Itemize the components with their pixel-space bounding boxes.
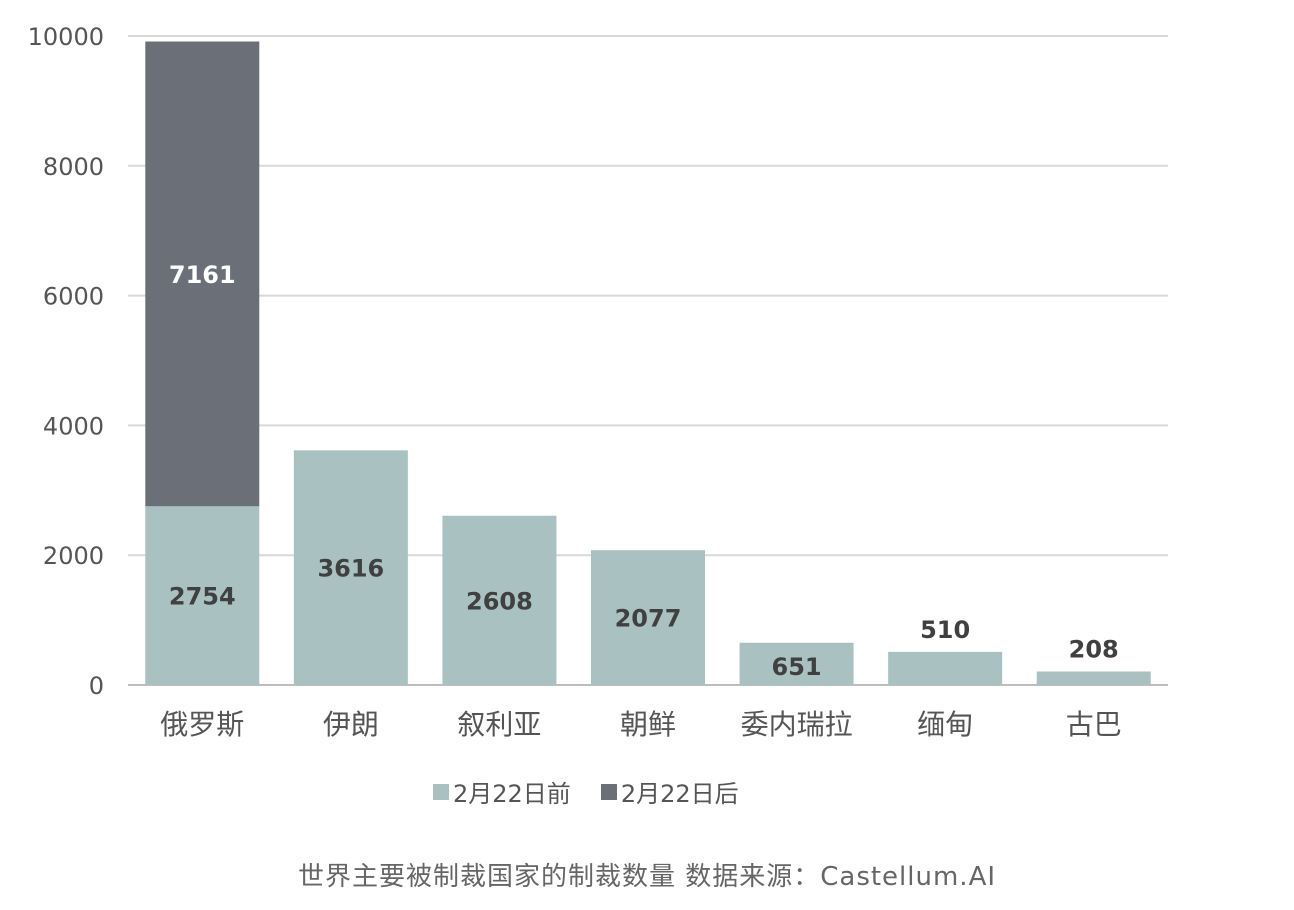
data-label: 651 (772, 653, 822, 681)
y-tick-label: 2000 (43, 542, 104, 570)
legend-swatch-before (433, 783, 449, 800)
bar-segment (1036, 671, 1151, 685)
legend-item-after: 2月22日后 (600, 774, 739, 809)
x-category-label: 俄罗斯 (160, 708, 244, 741)
bar-segment (442, 515, 557, 685)
legend-item-before: 2月22日前 (433, 774, 571, 809)
data-label: 510 (920, 616, 970, 644)
x-category-label: 古巴 (1066, 708, 1122, 741)
x-category-label: 伊朗 (323, 708, 379, 741)
legend-label-before: 2月22日前 (453, 780, 571, 808)
data-label: 2754 (169, 583, 236, 611)
x-axis-categories: 俄罗斯 伊朗 叙利亚 朝鲜 委内瑞拉 缅甸 古巴 (160, 708, 1121, 741)
legend-swatch-after (600, 783, 617, 800)
bar-segment (145, 41, 260, 507)
y-tick-label: 8000 (43, 153, 104, 181)
y-tick-label: 4000 (43, 412, 104, 440)
legend: 2月22日前 2月22日后 (433, 774, 739, 809)
bar-segment (739, 642, 854, 685)
bar-segment (591, 550, 705, 685)
x-category-label: 叙利亚 (457, 708, 541, 741)
data-label: 7161 (169, 261, 236, 289)
bar-segment (888, 651, 1003, 685)
data-label: 2608 (466, 587, 533, 615)
chart-caption: 世界主要被制裁国家的制裁数量 数据来源：Castellum.AI (297, 862, 997, 892)
bar-segment (145, 506, 260, 685)
x-category-label: 朝鲜 (620, 708, 676, 741)
data-labels: 2754 7161 3616 2608 2077 651 510 208 (169, 261, 1119, 681)
y-tick-label: 10000 (28, 23, 104, 51)
y-tick-label: 0 (89, 672, 104, 700)
y-tick-label: 6000 (43, 283, 104, 311)
data-label: 3616 (317, 555, 384, 583)
x-category-label: 缅甸 (917, 708, 973, 741)
x-category-label: 委内瑞拉 (741, 708, 853, 741)
legend-label-after: 2月22日后 (620, 780, 739, 808)
data-label: 208 (1069, 636, 1119, 664)
y-axis-ticks: 0 2000 4000 6000 8000 10000 (28, 23, 104, 700)
bars (145, 41, 1151, 685)
bar-segment (293, 450, 408, 685)
data-label: 2077 (615, 605, 682, 633)
